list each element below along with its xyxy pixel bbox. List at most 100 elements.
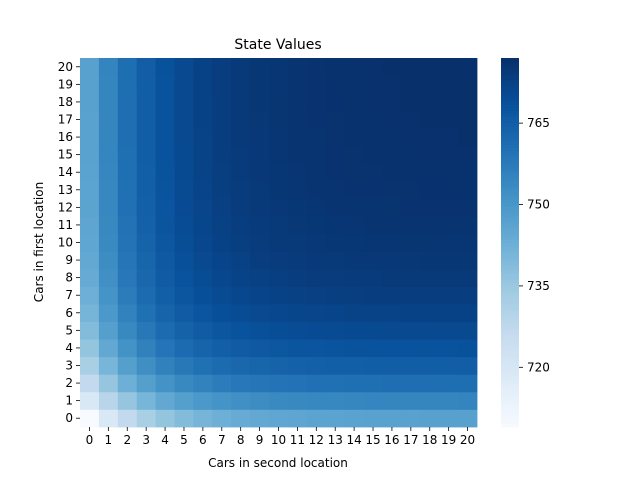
heatmap-cell	[117, 216, 138, 235]
colorbar-segment	[501, 254, 519, 259]
heatmap-cell	[155, 339, 175, 358]
heatmap-cell	[306, 339, 327, 358]
heatmap-cell	[117, 251, 138, 270]
heatmap-cell	[306, 374, 327, 393]
x-tick-label: 5	[180, 433, 188, 447]
heatmap-cell	[287, 356, 308, 375]
heatmap-cell	[231, 145, 251, 164]
heatmap-cell	[382, 286, 402, 305]
heatmap-cell	[344, 286, 364, 305]
colorbar-segment	[501, 399, 519, 403]
heatmap-cell	[117, 93, 138, 112]
heatmap-cell	[98, 356, 119, 375]
heatmap-cell	[287, 93, 308, 112]
heatmap-cell	[250, 216, 270, 235]
heatmap-cell	[212, 268, 232, 287]
heatmap-cell	[136, 286, 157, 305]
heatmap-cell	[250, 251, 270, 270]
heatmap-cell	[231, 128, 251, 147]
heatmap-cell	[458, 339, 478, 358]
heatmap-cell	[231, 356, 251, 375]
heatmap-cell	[363, 339, 383, 358]
heatmap-cell	[306, 128, 327, 147]
heatmap-cell	[269, 268, 289, 287]
heatmap-cell	[212, 356, 232, 375]
heatmap-cell	[401, 163, 421, 182]
heatmap-cell	[193, 286, 213, 305]
heatmap-cell	[420, 233, 440, 252]
colorbar-segment	[501, 91, 519, 96]
colorbar-segment	[501, 174, 519, 179]
heatmap-cell	[250, 321, 270, 340]
heatmap-cell	[287, 321, 308, 340]
heatmap-cell	[117, 181, 138, 199]
heatmap-cell	[155, 356, 175, 375]
heatmap-cell	[287, 163, 308, 182]
y-tick-label: 14	[58, 165, 73, 179]
heatmap-cell	[212, 216, 232, 235]
heatmap-cell	[136, 145, 157, 164]
heatmap-cell	[325, 391, 346, 410]
heatmap-cell	[306, 268, 327, 287]
heatmap-cell	[325, 233, 346, 252]
colorbar-segment	[501, 313, 519, 317]
colorbar-segment	[501, 64, 519, 68]
heatmap-cell	[117, 339, 138, 358]
colorbar-segment	[501, 122, 519, 127]
heatmap-cell	[136, 374, 157, 393]
colorbar-segment	[501, 88, 519, 93]
colorbar-segment	[501, 316, 519, 320]
y-tick-label: 18	[58, 95, 73, 109]
heatmap-cell	[439, 181, 459, 199]
heatmap-cell	[174, 110, 194, 129]
heatmap-cell	[439, 304, 459, 322]
heatmap-cell	[363, 304, 383, 322]
y-tick-label: 13	[58, 183, 73, 197]
heatmap-cell	[231, 233, 251, 252]
heatmap-cell	[401, 58, 421, 76]
heatmap-cell	[363, 391, 383, 410]
heatmap-cell	[458, 163, 478, 182]
colorbar-segment	[501, 405, 519, 410]
heatmap-cell	[136, 216, 157, 235]
heatmap-cell	[193, 75, 213, 94]
heatmap-cell	[306, 75, 327, 94]
heatmap-cell	[382, 339, 402, 358]
x-tick-label: 20	[460, 433, 475, 447]
heatmap-cell	[439, 163, 459, 182]
heatmap-cell	[250, 268, 270, 287]
heatmap-cell	[98, 304, 119, 322]
colorbar-segment	[501, 402, 519, 406]
heatmap-cell	[193, 304, 213, 322]
heatmap-cell	[136, 321, 157, 340]
heatmap-cell	[325, 251, 346, 270]
heatmap-cell	[420, 304, 440, 322]
heatmap-cell	[382, 391, 402, 410]
heatmap-cell	[117, 409, 138, 428]
heatmap-cell	[344, 409, 364, 428]
colorbar-segment	[501, 417, 519, 422]
heatmap-cell	[344, 374, 364, 393]
heatmap-cell	[155, 251, 175, 270]
colorbar-segment	[501, 236, 519, 240]
heatmap-cell	[363, 233, 383, 252]
colorbar-tick-label: 750	[527, 198, 550, 212]
colorbar-segment	[501, 248, 519, 253]
colorbar-segment	[501, 257, 519, 262]
heatmap-cell	[363, 145, 383, 164]
y-tick-label: 15	[58, 148, 73, 162]
heatmap-cell	[231, 391, 251, 410]
x-tick-label: 18	[422, 433, 437, 447]
heatmap-cell	[325, 216, 346, 235]
colorbar-segment	[501, 325, 519, 330]
heatmap-cell	[401, 93, 421, 112]
heatmap-cell	[363, 251, 383, 270]
heatmap-cell	[193, 233, 213, 252]
heatmap-cell	[401, 391, 421, 410]
heatmap-cell	[193, 128, 213, 147]
heatmap-cell	[420, 374, 440, 393]
colorbar-segment	[501, 97, 519, 102]
heatmap-cell	[363, 181, 383, 199]
heatmap-cell	[212, 93, 232, 112]
heatmap-cell	[231, 339, 251, 358]
